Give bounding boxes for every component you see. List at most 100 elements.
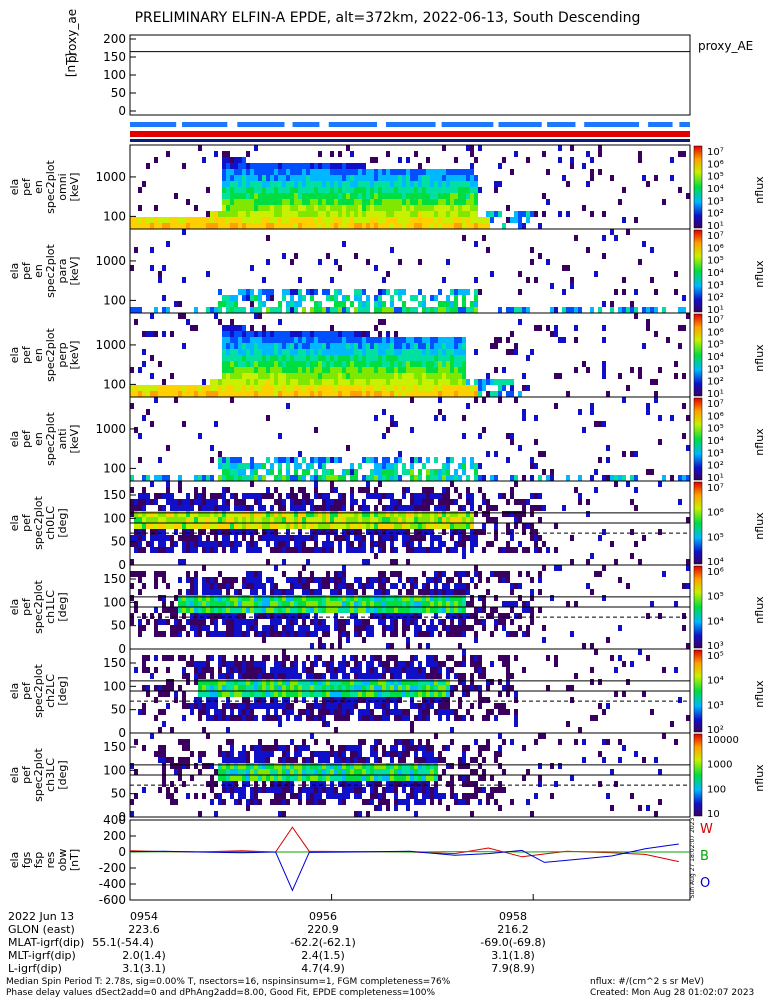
spectrogram-pixel <box>374 211 378 217</box>
spectrogram-pixel <box>294 595 298 601</box>
spectrogram-pixel <box>282 607 286 613</box>
spectrogram-pixel <box>190 607 194 613</box>
spectrogram-pixel <box>446 703 450 709</box>
spectrogram-pixel <box>362 499 366 505</box>
spectrogram-pixel <box>378 463 382 469</box>
spectrogram-pixel <box>510 217 514 223</box>
spectrogram-pixel <box>250 361 254 367</box>
spectrogram-pixel <box>166 517 170 523</box>
spectrogram-pixel <box>510 607 514 613</box>
spectrogram-pixel <box>482 235 486 241</box>
spectrogram-pixel <box>654 379 658 385</box>
spectrogram-pixel <box>290 679 294 685</box>
spectrogram-pixel <box>246 571 250 577</box>
spectrogram-pixel <box>514 517 518 523</box>
spectrogram-pixel <box>318 181 322 187</box>
spectrogram-pixel <box>266 595 270 601</box>
spectrogram-pixel <box>282 751 286 757</box>
spectrogram-pixel <box>218 751 222 757</box>
spectrogram-pixel <box>266 367 270 373</box>
spectrogram-pixel <box>250 391 254 397</box>
spectrogram-pixel <box>330 595 334 601</box>
spectrogram-pixel <box>346 637 350 643</box>
spectrogram-pixel <box>222 529 226 535</box>
spectrogram-pixel <box>262 625 266 631</box>
spectrogram-pixel <box>306 181 310 187</box>
spectrogram-pixel <box>302 595 306 601</box>
spectrogram-pixel <box>326 631 330 637</box>
spectrogram-pixel <box>398 613 402 619</box>
spectrogram-pixel <box>266 769 270 775</box>
spectrogram-pixel <box>250 223 254 229</box>
spectrogram-pixel <box>330 307 334 313</box>
spectrogram-pixel <box>230 523 234 529</box>
spectrogram-pixel <box>282 379 286 385</box>
spectrogram-pixel <box>142 475 146 481</box>
spectrogram-pixel <box>298 763 302 769</box>
spectrogram-pixel <box>442 589 446 595</box>
spectrogram-pixel <box>214 523 218 529</box>
spectrogram-pixel <box>314 601 318 607</box>
spectrogram-pixel <box>250 355 254 361</box>
spectrogram-pixel <box>394 193 398 199</box>
spectrogram-pixel <box>602 361 606 367</box>
spectrogram-pixel <box>426 169 430 175</box>
spectrogram-pixel <box>550 283 554 289</box>
spectrogram-pixel <box>414 667 418 673</box>
spectrogram-pixel <box>298 289 302 295</box>
spectrogram-pixel <box>674 289 678 295</box>
spectrogram-pixel <box>354 181 358 187</box>
spectrogram-pixel <box>258 493 262 499</box>
spectrogram-pixel <box>466 535 470 541</box>
spectrogram-pixel <box>462 529 466 535</box>
spectrogram-pixel <box>438 193 442 199</box>
spectrogram-pixel <box>350 301 354 307</box>
spectrogram-pixel <box>394 667 398 673</box>
spectrogram-pixel <box>266 259 270 265</box>
spectrogram-pixel <box>362 535 366 541</box>
spectrogram-pixel <box>350 547 354 553</box>
spectrogram-pixel <box>354 253 358 259</box>
spectrogram-pixel <box>334 709 338 715</box>
spectrogram-pixel <box>270 181 274 187</box>
spectrogram-pixel <box>310 187 314 193</box>
spectrogram-pixel <box>170 331 174 337</box>
spectrogram-pixel <box>274 673 278 679</box>
spectrogram-pixel <box>370 601 374 607</box>
spectrogram-pixel <box>442 595 446 601</box>
spectrogram-pixel <box>366 583 370 589</box>
spectrogram-pixel <box>602 709 606 715</box>
spectrogram-pixel <box>506 391 510 397</box>
spectrogram-pixel <box>254 367 258 373</box>
spectrogram-pixel <box>210 475 214 481</box>
spectrogram-pixel <box>386 697 390 703</box>
spectrogram-pixel <box>650 469 654 475</box>
spectrogram-pixel <box>426 673 430 679</box>
spectrogram-pixel <box>194 625 198 631</box>
spectrogram-pixel <box>206 763 210 769</box>
spectrogram-pixel <box>194 523 198 529</box>
spectrogram-pixel <box>262 217 266 223</box>
spectrogram-pixel <box>226 625 230 631</box>
spectrogram-pixel <box>430 385 434 391</box>
spectrogram-pixel <box>278 745 282 751</box>
spectrogram-pixel <box>362 193 366 199</box>
spectrogram-pixel <box>138 505 142 511</box>
spectrogram-pixel <box>246 541 250 547</box>
spectrogram-pixel <box>226 589 230 595</box>
spectrogram-pixel <box>586 499 590 505</box>
spectrogram-pixel <box>494 529 498 535</box>
spectrogram-pixel <box>174 499 178 505</box>
spectrogram-pixel <box>382 673 386 679</box>
spectrogram-pixel <box>206 187 210 193</box>
spectrogram-pixel <box>362 601 366 607</box>
spectrogram-pixel <box>130 799 134 805</box>
spectrogram-pixel <box>198 811 202 817</box>
spectrogram-pixel <box>238 799 242 805</box>
spectrogram-pixel <box>162 769 166 775</box>
spectrogram-pixel <box>458 169 462 175</box>
spectrogram-pixel <box>278 589 282 595</box>
spectrogram-pixel <box>278 367 282 373</box>
spectrogram-pixel <box>218 745 222 751</box>
spectrogram-pixel <box>162 223 166 229</box>
